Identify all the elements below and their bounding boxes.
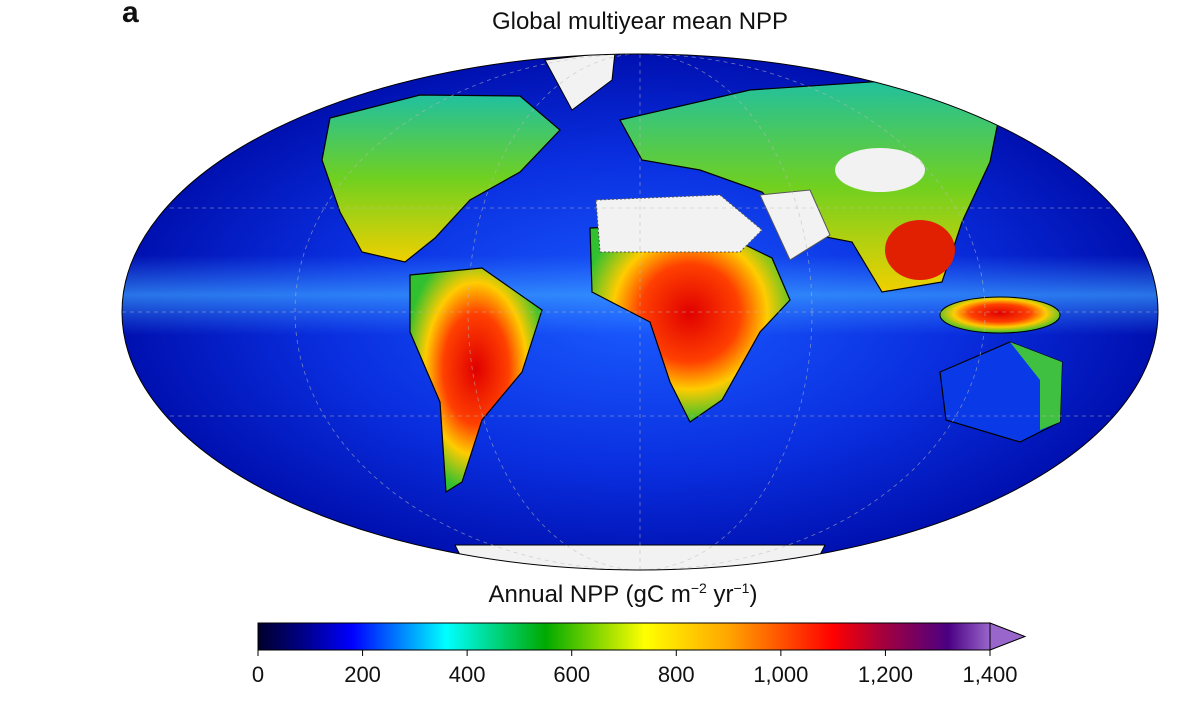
sahara-desert <box>595 194 763 253</box>
colorbar-tick-label: 600 <box>553 662 591 687</box>
map-title: Global multiyear mean NPP <box>491 8 789 35</box>
colorbar-label-exp2: −1 <box>733 580 750 596</box>
colorbar-tick-label: 1,200 <box>857 662 913 687</box>
indonesia <box>939 296 1061 334</box>
colorbar-gradient <box>258 623 990 650</box>
colorbar-extend-arrow <box>989 622 1027 651</box>
map-border <box>121 53 1159 571</box>
graticule <box>122 54 1158 570</box>
colorbar-label-mid: yr <box>706 581 734 608</box>
arabia-desert <box>759 189 831 261</box>
australia-coast <box>1010 342 1062 430</box>
panel-label: a <box>122 0 139 29</box>
colorbar-label: Annual NPP (gC m−2 yr−1) <box>0 580 1193 609</box>
colorbar-tick-label: 0 <box>251 662 265 687</box>
colorbar-tick-label: 1,000 <box>753 662 809 687</box>
colorbar-label-text: Annual NPP (gC m <box>488 581 691 608</box>
colorbar-label-exp1: −2 <box>690 580 707 596</box>
colorbar-tick-label: 800 <box>657 662 695 687</box>
tibet-plateau <box>835 148 925 192</box>
colorbar-tick-label: 200 <box>344 662 381 687</box>
colorbar-tick-label: 400 <box>448 662 486 687</box>
colorbar-outline <box>257 622 990 651</box>
colorbar-tick-label: 1,400 <box>962 662 1018 687</box>
continent-north-america <box>321 94 561 263</box>
southeast-asia <box>885 220 955 280</box>
colorbar <box>257 622 1027 656</box>
colorbar-label-end: ) <box>749 581 758 608</box>
continent-south-america <box>409 267 543 494</box>
